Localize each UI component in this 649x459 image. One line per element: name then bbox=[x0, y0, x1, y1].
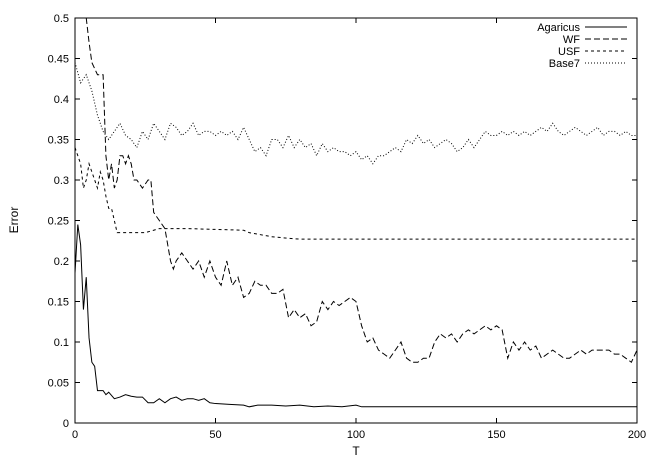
y-tick-label: 0.1 bbox=[54, 337, 69, 349]
y-tick-label: 0.15 bbox=[48, 297, 69, 309]
x-axis-label: T bbox=[352, 444, 360, 458]
legend-label-base7: Base7 bbox=[549, 58, 580, 70]
series-line-agaricus bbox=[74, 224, 637, 408]
x-tick-labels: 0 50 100 150 200 bbox=[72, 429, 646, 441]
y-tick-label: 0.35 bbox=[48, 135, 69, 147]
legend-label-usf: USF bbox=[558, 46, 580, 58]
x-tick-label: 0 bbox=[72, 429, 78, 441]
y-tick-label: 0.05 bbox=[48, 378, 69, 390]
y-tick-label: 0.2 bbox=[54, 256, 69, 268]
y-tick-label: 0.3 bbox=[54, 175, 69, 187]
y-tick-label: 0.5 bbox=[54, 13, 69, 25]
series-lines bbox=[74, 17, 638, 408]
y-tick-labels: 0 0.05 0.1 0.15 0.2 0.25 0.3 0.35 0.4 0.45 0.5 bbox=[48, 13, 69, 430]
y-tick-label: 0 bbox=[63, 418, 69, 430]
series-line-usf bbox=[74, 147, 637, 240]
tick-marks bbox=[74, 17, 638, 424]
legend-label-agaricus: Agaricus bbox=[537, 22, 580, 34]
x-tick-label: 150 bbox=[487, 429, 505, 441]
y-axis-label: Error bbox=[7, 207, 21, 234]
x-tick-label: 100 bbox=[347, 429, 365, 441]
y-tick-label: 0.45 bbox=[48, 54, 69, 66]
x-tick-label: 200 bbox=[628, 429, 646, 441]
y-tick-label: 0.4 bbox=[54, 94, 69, 106]
x-tick-label: 50 bbox=[209, 429, 221, 441]
y-tick-label: 0.25 bbox=[48, 216, 69, 228]
series-line-wf bbox=[85, 17, 638, 364]
legend-label-wf: WF bbox=[563, 34, 580, 46]
series-line-base7 bbox=[74, 62, 637, 165]
